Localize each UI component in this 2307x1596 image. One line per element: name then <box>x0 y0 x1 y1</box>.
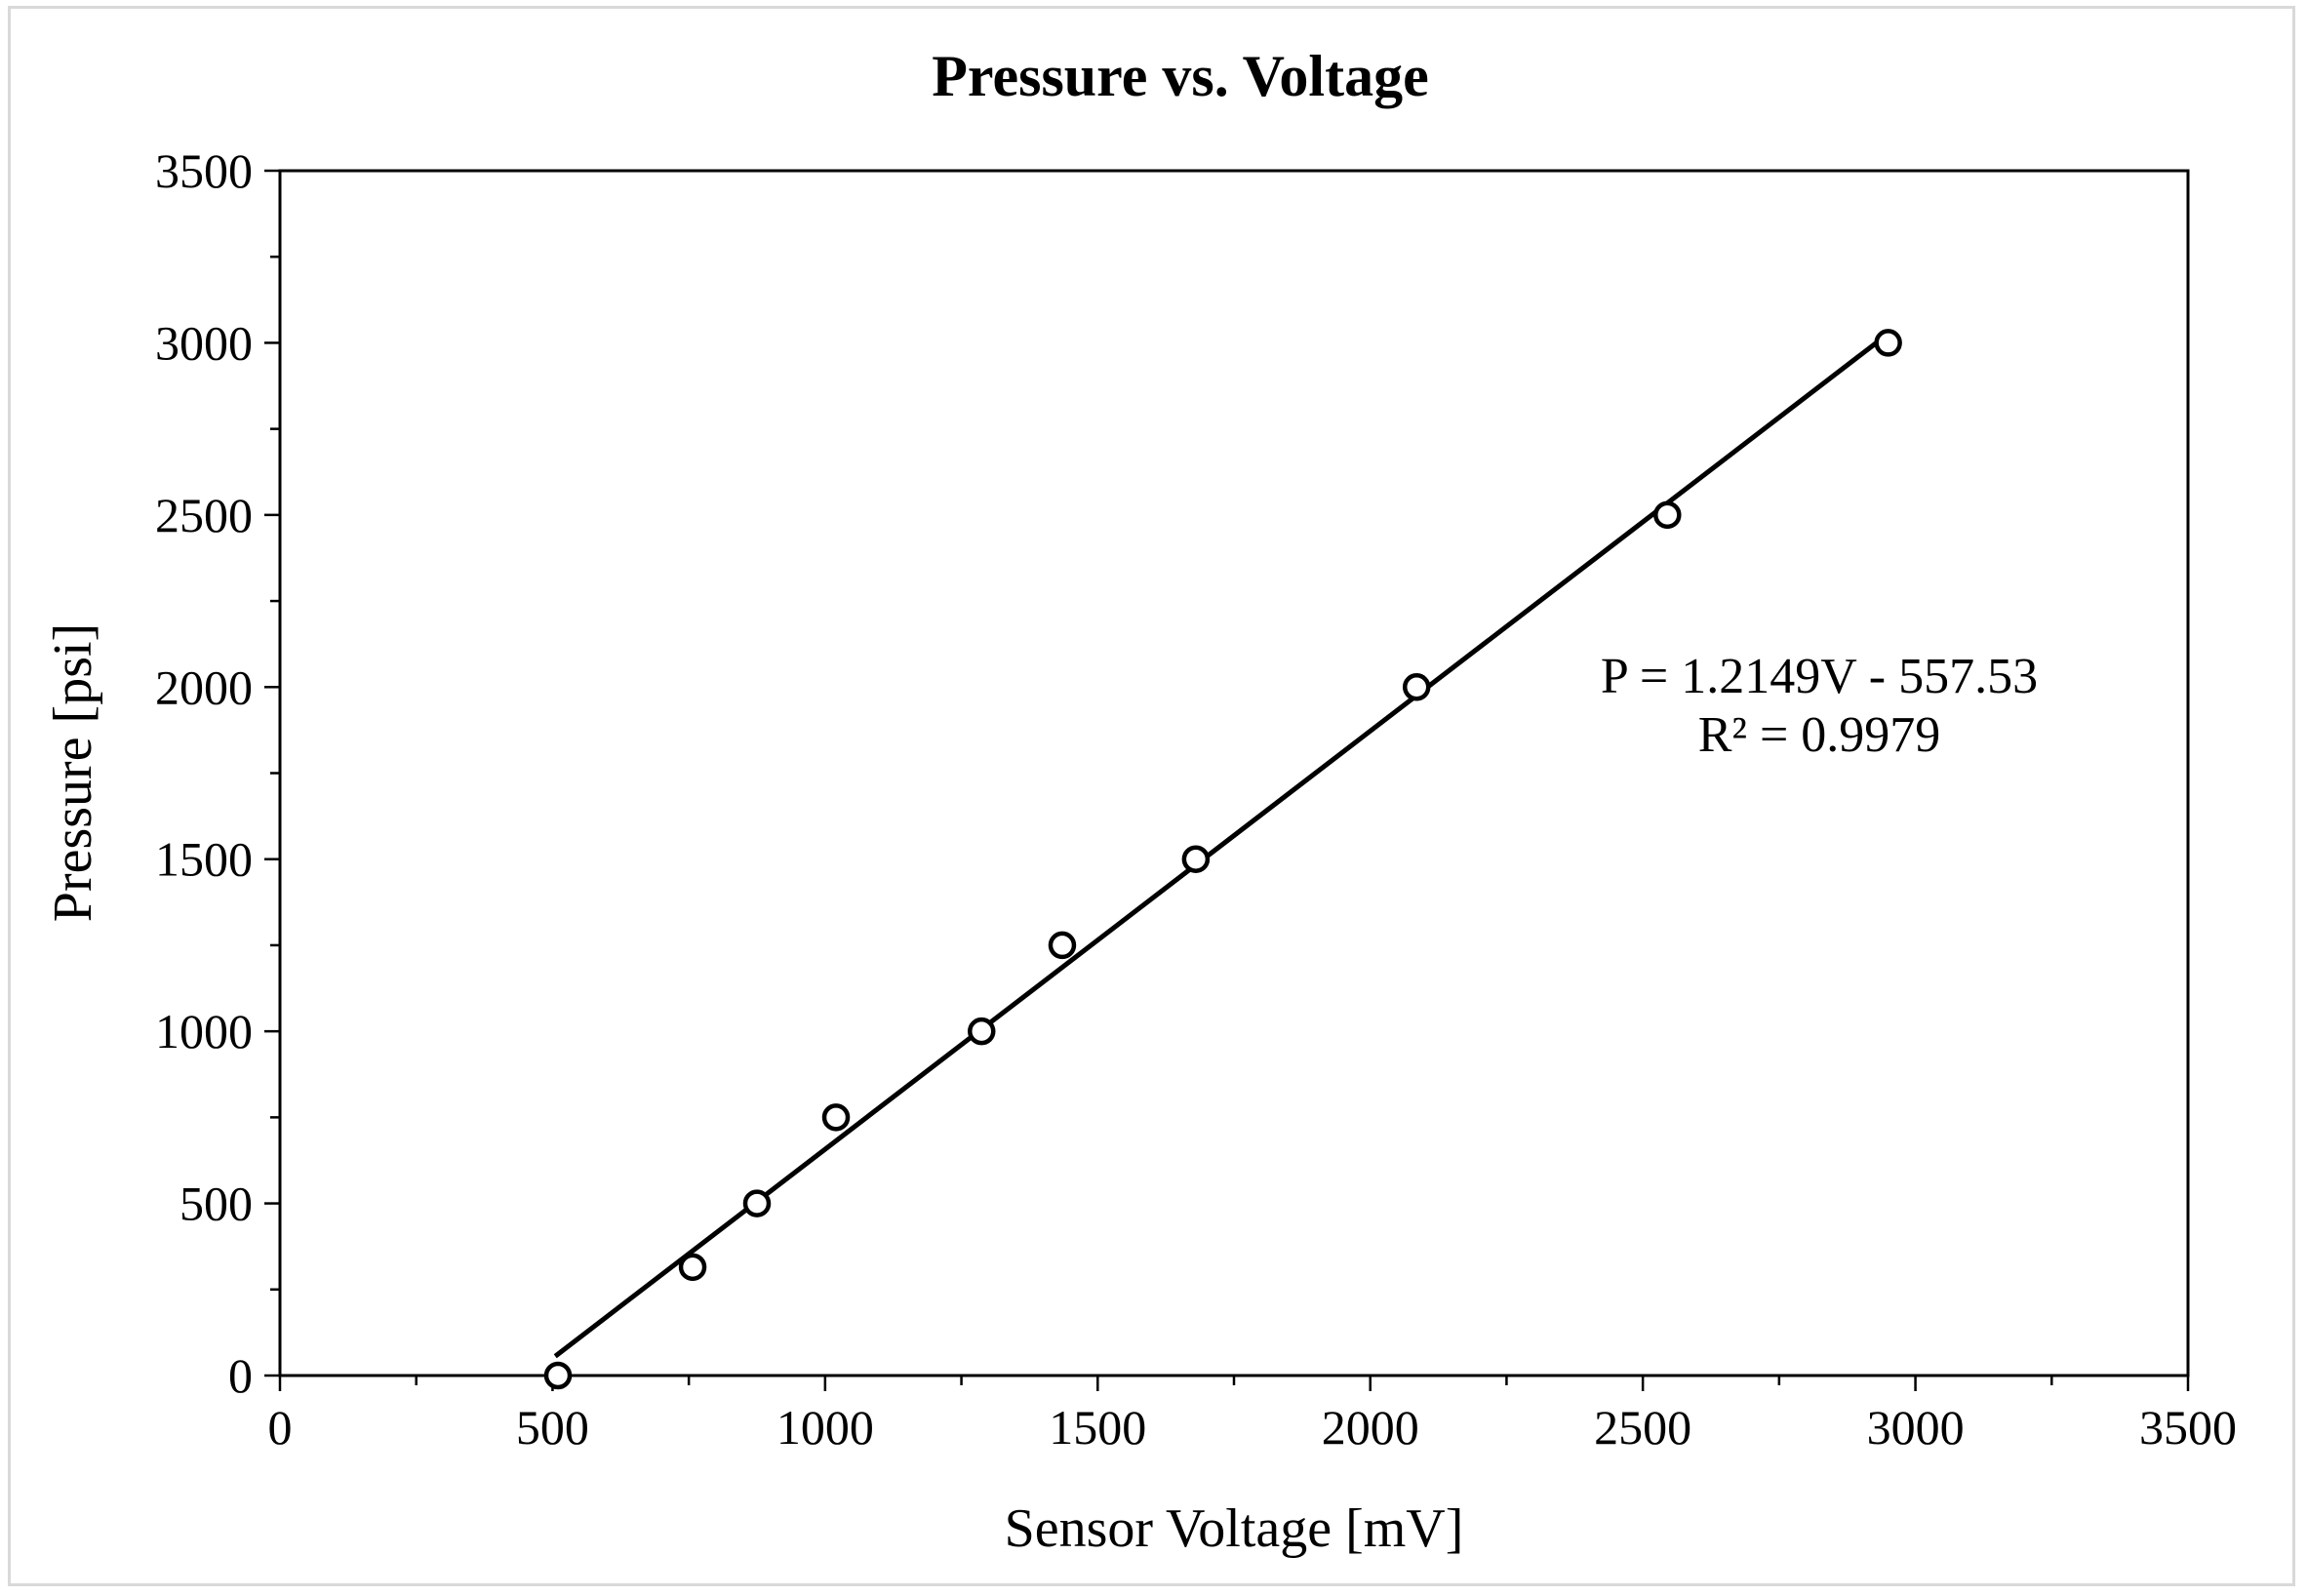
y-tick-label: 2000 <box>155 659 253 714</box>
trendline-equation: P = 1.2149V - 557.53 <box>1601 649 2038 704</box>
y-tick-label: 1000 <box>155 1004 253 1058</box>
chart-frame <box>8 6 2295 1586</box>
y-tick-label: 500 <box>179 1177 253 1231</box>
data-point <box>1653 500 1682 530</box>
y-tick-label: 3500 <box>155 143 253 198</box>
r-squared-label: R² = 0.9979 <box>1698 707 1941 763</box>
data-point <box>678 1253 707 1282</box>
data-point <box>967 1017 996 1046</box>
data-point <box>742 1189 772 1217</box>
x-tick-label: 1000 <box>776 1400 874 1455</box>
data-point <box>1181 845 1211 873</box>
x-axis-tick-labels: 0 500 1000 1500 2000 2500 3000 3500 <box>268 1400 2238 1455</box>
data-point <box>1874 329 1902 357</box>
x-tick-label: 0 <box>268 1400 293 1455</box>
y-tick-label: 0 <box>228 1348 253 1403</box>
x-tick-label: 2000 <box>1322 1400 1419 1455</box>
data-point <box>1402 673 1431 701</box>
x-tick-label: 3000 <box>1867 1400 1965 1455</box>
data-points <box>543 329 1902 1390</box>
y-tick-label: 1500 <box>155 832 253 887</box>
y-axis-ticks <box>264 169 280 1377</box>
data-point <box>1048 931 1077 960</box>
y-tick-label: 2500 <box>155 488 253 542</box>
data-point <box>821 1103 851 1132</box>
x-axis-ticks <box>278 1376 2190 1391</box>
x-axis-label: Sensor Voltage [mV] <box>1005 1498 1464 1559</box>
x-tick-label: 1500 <box>1049 1400 1146 1455</box>
y-tick-label: 3000 <box>155 315 253 370</box>
y-axis-tick-labels: 0 500 1000 1500 2000 2500 3000 3500 <box>155 143 253 1403</box>
plot-area <box>278 169 2190 1377</box>
data-point <box>543 1361 573 1390</box>
x-tick-label: 3500 <box>2139 1400 2237 1455</box>
x-tick-label: 500 <box>516 1400 589 1455</box>
y-axis-label: Pressure [psi] <box>43 623 103 922</box>
x-tick-label: 2500 <box>1594 1400 1691 1455</box>
chart-title: Pressure vs. Voltage <box>932 44 1428 108</box>
